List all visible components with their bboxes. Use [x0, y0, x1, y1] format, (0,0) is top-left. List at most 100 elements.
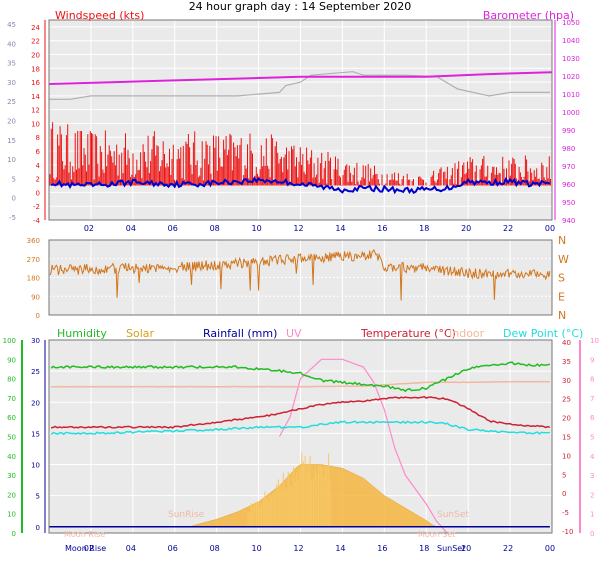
right-temperature-tick-label: 25 [562, 396, 571, 404]
time-tick-label: 08 [210, 224, 220, 233]
wind-panel-frame [48, 19, 553, 221]
wind-outer-tick-label: -5 [9, 214, 16, 222]
uv-tick-label: 10 [590, 337, 599, 345]
compass-label: N [558, 234, 566, 247]
legend-uv: UV [286, 327, 302, 340]
barometer-tick-label: 940 [562, 217, 575, 225]
time-tick-label: 22 [503, 224, 513, 233]
annotation-sunset-axis: SunSet [437, 544, 465, 553]
legend-solar: Solar [126, 327, 155, 340]
legend-temperature: Temperature (°C) [360, 327, 456, 340]
temp-time-tick-label: 06 [168, 544, 178, 553]
annotation-sunset: SunSet [437, 510, 469, 520]
time-tick-label: 10 [251, 224, 261, 233]
time-tick-label: 04 [126, 224, 136, 233]
direction-tick-label: 270 [27, 256, 40, 264]
temperature-tick-label: 15 [31, 430, 40, 438]
temperature-tick-label: 20 [31, 399, 40, 407]
barometer-tick-label: 1010 [562, 91, 580, 99]
uv-tick-label: 9 [590, 356, 594, 364]
wind-outer-tick-label: 40 [7, 40, 16, 48]
wind-tick-label: 12 [31, 107, 40, 115]
humidity-tick-label: 30 [7, 472, 16, 480]
wind-tick-label: 20 [31, 51, 40, 59]
humidity-tick-label: 20 [7, 491, 16, 499]
uv-tick-label: 8 [590, 376, 594, 384]
temp-time-tick-label: 10 [251, 544, 261, 553]
time-tick-label: 00 [545, 224, 555, 233]
wind-tick-label: 24 [31, 24, 40, 32]
barometer-tick-label: 1000 [562, 109, 580, 117]
wind-tick-label: -4 [33, 217, 41, 225]
dewpoint-series-line [50, 420, 550, 436]
humidity-tick-label: 100 [3, 337, 16, 345]
chart-marks [48, 71, 553, 534]
humidity-tick-label: 50 [7, 434, 16, 442]
temperature-series-line [50, 395, 551, 429]
barometer-axis-label: Barometer (hpa) [483, 9, 574, 22]
right-temperature-tick-label: -10 [562, 528, 573, 536]
direction-tick-label: 90 [31, 293, 40, 301]
temperature-tick-label: 0 [36, 524, 40, 532]
legend-dewpoint: Dew Point (°C) [503, 327, 583, 340]
solar-spikes [247, 452, 331, 527]
direction-panel-frame [48, 239, 553, 316]
humidity-tick-label: 60 [7, 414, 16, 422]
right-temperature-tick-label: 5 [562, 471, 566, 479]
wind-tick-label: 2 [36, 176, 40, 184]
direction-tick-label: 360 [27, 237, 40, 245]
uv-tick-label: 6 [590, 414, 595, 422]
humidity-tick-label: 90 [7, 356, 16, 364]
temperature-tick-label: 5 [36, 493, 40, 501]
uv-tick-label: 3 [590, 472, 594, 480]
wind-axis-label: Windspeed (kts) [55, 9, 144, 22]
legend-humidity: Humidity [57, 327, 107, 340]
chart-title: 24 hour graph day : 14 September 2020 [189, 0, 412, 13]
compass-label: N [558, 309, 566, 322]
humidity-tick-label: 0 [12, 530, 16, 538]
wind-tick-label: 22 [31, 38, 40, 46]
humidity-tick-label: 80 [7, 376, 16, 384]
temp-time-tick-label: 14 [335, 544, 345, 553]
wind-outer-tick-label: 45 [7, 21, 16, 29]
barometer-tick-label: 980 [562, 145, 575, 153]
annotation-moon-set: Moon Set [418, 530, 455, 539]
right-temperature-tick-label: 10 [562, 452, 571, 460]
legend-indoor: Indoor [449, 327, 485, 340]
right-temperature-tick-label: 20 [562, 415, 571, 423]
temp-time-tick-label: 02 [84, 544, 94, 553]
wind-outer-tick-label: 15 [7, 137, 16, 145]
direction-tick-label: 0 [36, 312, 40, 320]
barometer-tick-label: 1030 [562, 55, 580, 63]
uv-tick-label: 5 [590, 434, 594, 442]
wind-outer-tick-label: 0 [12, 195, 16, 203]
right-temperature-tick-label: 0 [562, 490, 566, 498]
indoor-series-line [51, 380, 550, 388]
humidity-tick-label: 10 [7, 511, 16, 519]
wind-tick-label: 0 [36, 189, 40, 197]
time-tick-label: 02 [84, 224, 94, 233]
wind-outer-tick-label: 30 [7, 79, 16, 87]
right-temperature-tick-label: 15 [562, 434, 571, 442]
annotation-moon-rise-axis: Moon Rise [65, 544, 106, 553]
temp-time-tick-label: 08 [210, 544, 220, 553]
right-temperature-tick-label: -5 [562, 509, 569, 517]
humidity-tick-label: 70 [7, 395, 16, 403]
wind-tick-label: 4 [36, 162, 41, 170]
wind-tick-label: -2 [33, 203, 40, 211]
compass-label: E [558, 290, 565, 303]
wind-tick-label: 14 [31, 93, 40, 101]
uv-tick-label: 4 [590, 453, 595, 461]
wind-outer-tick-label: 20 [7, 118, 16, 126]
barometer-tick-label: 990 [562, 127, 575, 135]
wind-tick-label: 8 [36, 134, 40, 142]
gray-series-line [49, 71, 550, 100]
uv-tick-label: 0 [590, 530, 594, 538]
barometer-tick-label: 970 [562, 163, 575, 171]
compass-label: S [558, 272, 565, 285]
right-temperature-tick-label: 40 [562, 339, 571, 347]
uv-tick-label: 7 [590, 395, 594, 403]
temp-time-tick-label: 04 [126, 544, 136, 553]
wind-outer-tick-label: 5 [12, 175, 16, 183]
